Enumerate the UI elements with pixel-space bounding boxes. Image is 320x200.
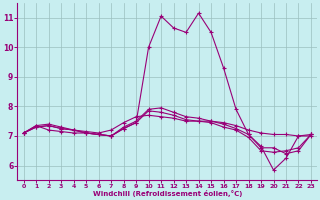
X-axis label: Windchill (Refroidissement éolien,°C): Windchill (Refroidissement éolien,°C) [93, 190, 242, 197]
